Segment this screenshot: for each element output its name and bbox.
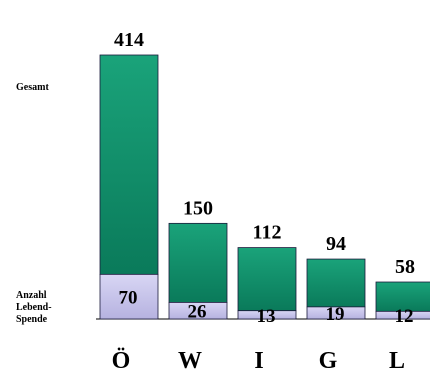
bar-living-4 bbox=[375, 310, 430, 320]
label-lebend-line1: Anzahl bbox=[16, 290, 47, 301]
bar-total-1 bbox=[168, 222, 228, 303]
label-living-4: 12 bbox=[395, 306, 414, 327]
label-total-3: 94 bbox=[326, 233, 346, 255]
category-label-0: Ö bbox=[112, 348, 131, 372]
label-total-0: 414 bbox=[114, 29, 144, 51]
category-label-3: G bbox=[319, 348, 338, 372]
label-lebend-spende: Anzahl Lebend- Spende bbox=[16, 290, 52, 326]
bar-total-3 bbox=[306, 258, 366, 308]
label-living-0: 70 bbox=[119, 288, 138, 309]
label-lebend-line2: Lebend- bbox=[16, 302, 52, 313]
category-label-4: L bbox=[389, 348, 405, 372]
label-total-4: 58 bbox=[395, 256, 415, 278]
label-lebend-line3: Spende bbox=[16, 314, 48, 325]
bar-living-2 bbox=[237, 310, 297, 320]
label-total-1: 150 bbox=[183, 197, 213, 219]
bar-total-0 bbox=[99, 54, 159, 275]
category-label-1: W bbox=[178, 348, 202, 372]
category-label-2: I bbox=[254, 348, 263, 372]
label-living-2: 13 bbox=[257, 306, 276, 327]
label-total-2: 112 bbox=[253, 222, 282, 244]
bar-living-3 bbox=[306, 306, 366, 320]
label-gesamt: Gesamt bbox=[16, 82, 49, 93]
label-living-3: 19 bbox=[326, 304, 345, 325]
bar-living-1 bbox=[168, 302, 228, 320]
label-living-1: 26 bbox=[188, 302, 207, 323]
bar-living-0 bbox=[99, 273, 159, 320]
bar-total-2 bbox=[237, 247, 297, 312]
